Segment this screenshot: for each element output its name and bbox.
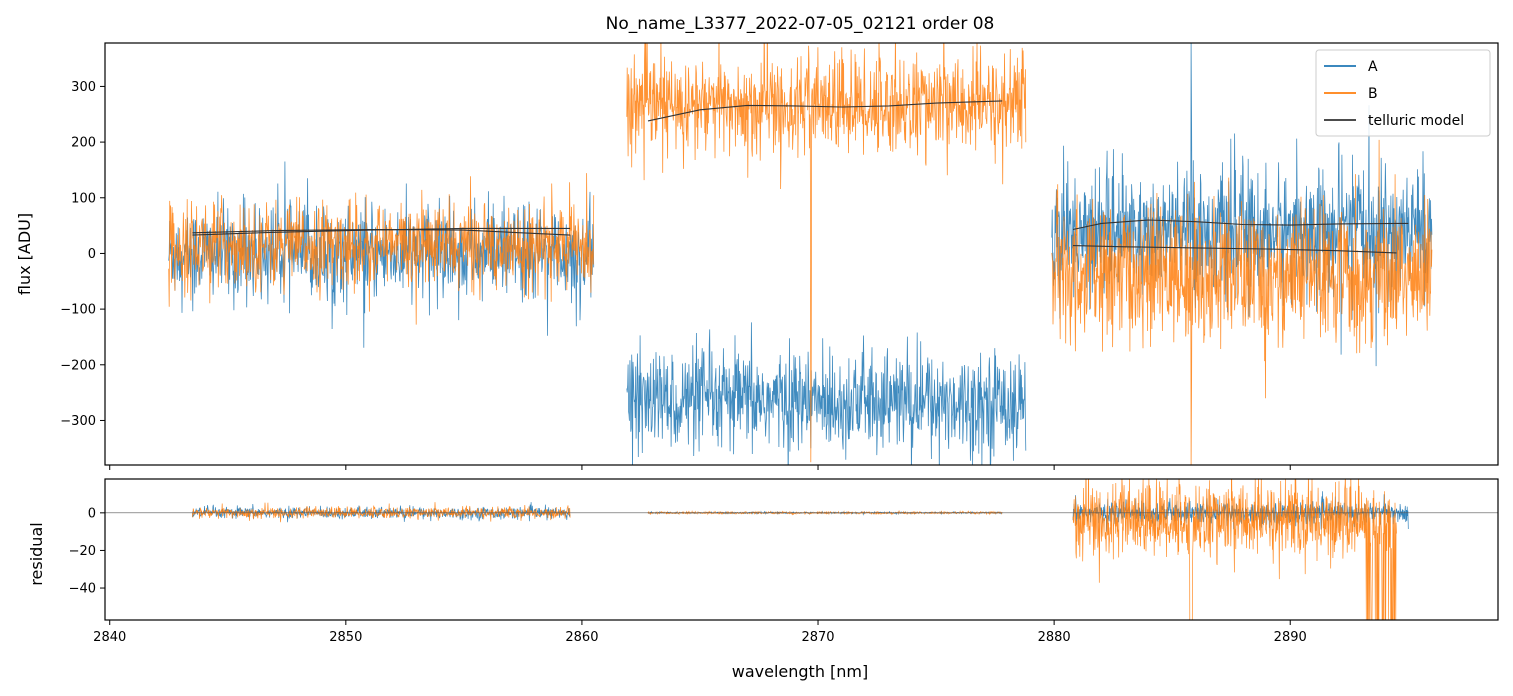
legend-label-b: B bbox=[1368, 86, 1378, 102]
legend-label-telluric-model: telluric model bbox=[1368, 113, 1464, 129]
telluric-model-line-5 bbox=[1072, 245, 1397, 254]
flux-series-a-segment-2 bbox=[626, 322, 1027, 465]
flux-y-axis-label: flux [ADU] bbox=[15, 213, 34, 295]
residual-panel: 2840 2850 2860 2870 2880 2890 −40 −20 0 residua… bbox=[27, 478, 1499, 681]
residual-series-b-segment-3 bbox=[1072, 479, 1397, 620]
flux-panel: −300 −200 −100 0 100 200 300 flux [ADU] A B te… bbox=[15, 42, 1499, 470]
residual-axes-frame bbox=[104, 478, 1499, 621]
x-tick-label: 2860 bbox=[565, 630, 598, 645]
chart-title: No_name_L3377_2022-07-05_02121 order 08 bbox=[606, 14, 995, 34]
x-tick-label: 2890 bbox=[1274, 630, 1307, 645]
flux-series-b-segment-2 bbox=[626, 43, 1027, 463]
x-axis-label: wavelength [nm] bbox=[732, 662, 869, 681]
legend-frame bbox=[1315, 49, 1491, 137]
residual-series-b-segment-1 bbox=[192, 502, 571, 523]
residual-y-tick-label: −40 bbox=[69, 582, 96, 597]
flux-y-tick-label: 200 bbox=[71, 136, 96, 151]
flux-y-ticks: −300 −200 −100 0 100 200 300 bbox=[60, 80, 105, 429]
flux-series-b-segment-1 bbox=[168, 173, 595, 325]
residual-y-axis-label: residual bbox=[27, 522, 46, 585]
flux-y-tick-label: −200 bbox=[60, 358, 96, 373]
residual-x-ticks: 2840 2850 2860 2870 2880 2890 bbox=[93, 620, 1307, 645]
flux-plot-area bbox=[168, 43, 1433, 465]
legend: A B telluric model bbox=[1315, 49, 1491, 137]
telluric-model-line-1 bbox=[192, 227, 571, 236]
residual-plot-area bbox=[105, 479, 1498, 620]
x-tick-label: 2880 bbox=[1038, 630, 1071, 645]
x-tick-label: 2870 bbox=[801, 630, 834, 645]
flux-x-ticks bbox=[109, 465, 1291, 470]
flux-series-b-segment-3 bbox=[1051, 139, 1433, 465]
flux-y-tick-label: 0 bbox=[88, 247, 96, 262]
telluric-model-line-3 bbox=[647, 100, 1003, 122]
residual-y-ticks: −40 −20 0 bbox=[69, 506, 105, 597]
residual-y-tick-label: −20 bbox=[69, 544, 96, 559]
flux-y-tick-label: 300 bbox=[71, 80, 96, 95]
flux-y-tick-label: −300 bbox=[60, 414, 96, 429]
x-tick-label: 2850 bbox=[329, 630, 362, 645]
telluric-model-line-2 bbox=[192, 228, 571, 236]
residual-y-tick-label: 0 bbox=[88, 506, 96, 521]
flux-axes-frame bbox=[104, 42, 1499, 466]
flux-y-tick-label: 100 bbox=[71, 191, 96, 206]
legend-label-a: A bbox=[1368, 59, 1378, 75]
flux-y-tick-label: −100 bbox=[60, 303, 96, 318]
x-tick-label: 2840 bbox=[93, 630, 126, 645]
telluric-model-line-4 bbox=[1072, 219, 1409, 231]
